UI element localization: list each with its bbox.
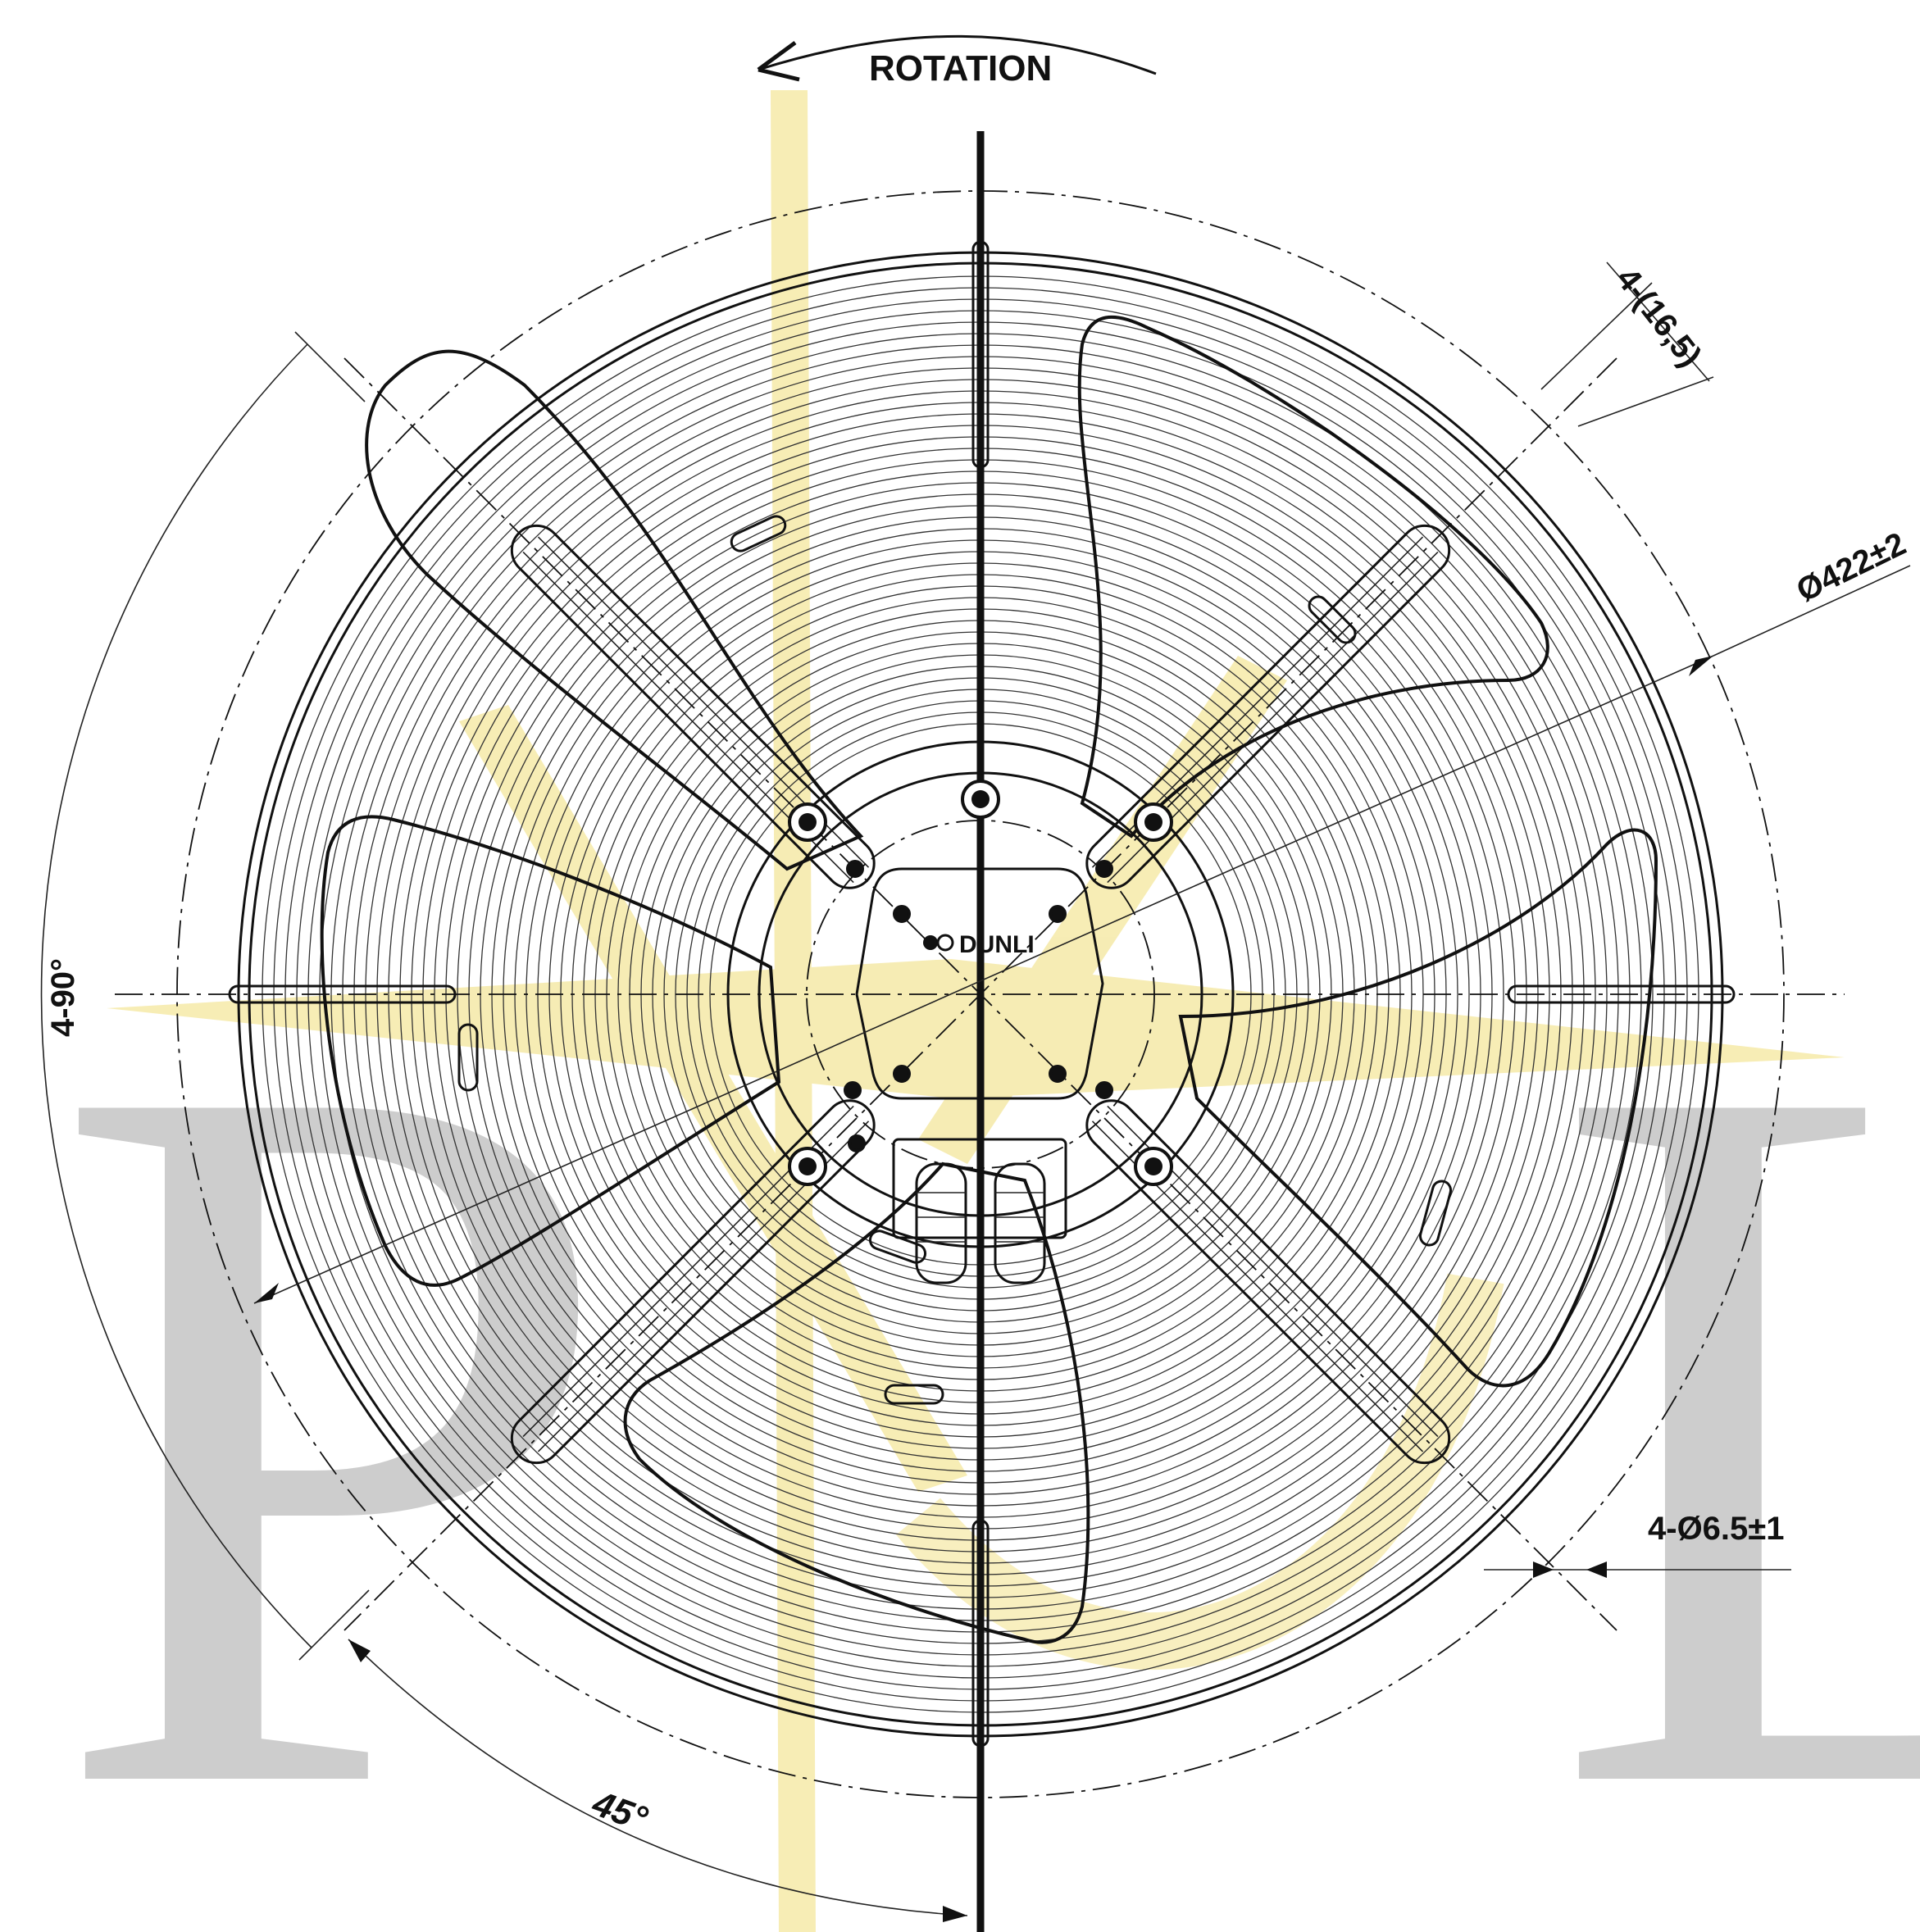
guard-tab-top	[971, 240, 990, 469]
bolt	[893, 1065, 911, 1083]
guard-tab-right	[1507, 984, 1736, 1004]
bolt	[846, 860, 864, 878]
brand-label: DUNLI	[959, 931, 1035, 958]
watermark: P L	[49, 90, 1920, 1932]
bolt	[844, 1081, 862, 1099]
slot-width-dimension: 4-(16,5)	[1540, 261, 1714, 427]
bolt	[1134, 802, 1173, 842]
bolt	[848, 1134, 866, 1152]
fan-blade-1	[365, 349, 864, 871]
bolt	[1134, 1147, 1173, 1186]
watermark-letter-right: L	[1549, 866, 1920, 1932]
fan-blade-4	[623, 1161, 1090, 1644]
fan-blade-2	[1077, 316, 1549, 839]
angle-count-dimension: 4-90°	[40, 331, 370, 1661]
hole-dimension: 4-Ø6.5±1	[1484, 1511, 1791, 1578]
bolt	[788, 802, 827, 842]
slot-width-label: 4-(16,5)	[1609, 261, 1708, 373]
rotation-label: ROTATION	[869, 48, 1052, 89]
bolt	[1049, 905, 1067, 923]
watermark-gold-arc	[896, 1273, 1504, 1670]
bolt-circle	[806, 820, 1155, 1169]
mounting-bolts	[788, 780, 1173, 1186]
bolt	[1049, 1065, 1067, 1083]
bolt	[1095, 1081, 1113, 1099]
motor-face-plate	[855, 867, 1104, 1100]
watermark-letter-left: P	[49, 866, 619, 1932]
motor-outer-ring	[726, 740, 1235, 1248]
brand-logo: DUNLI	[923, 931, 1035, 958]
rotation-arrow	[758, 34, 1157, 75]
brand-logo-icon	[923, 935, 938, 950]
terminal-box	[892, 1138, 1067, 1239]
motor-flange-ring	[758, 771, 1203, 1217]
watermark-gold-mark	[107, 90, 1845, 1932]
rotation-indicator: ROTATION	[757, 34, 1157, 94]
rotation-arrow-head	[757, 40, 800, 82]
fan-blade-3	[1178, 828, 1658, 1388]
bolt	[961, 780, 1000, 819]
cable-gland-right	[994, 1162, 1046, 1284]
fan-blades	[320, 316, 1658, 1644]
bolt	[1095, 860, 1113, 878]
guard-slots	[457, 515, 1453, 1405]
bolt	[893, 905, 911, 923]
motor-hub	[726, 740, 1235, 1284]
diameter-label: Ø422±2	[1791, 525, 1912, 609]
angle-count-label: 4-90°	[45, 958, 81, 1037]
cable-gland-left	[915, 1162, 967, 1284]
fan-blade-5	[320, 815, 781, 1287]
hole-label: 4-Ø6.5±1	[1648, 1511, 1784, 1547]
bolt	[788, 1147, 827, 1186]
guard-tab-bottom	[971, 1519, 990, 1748]
guard-tab-left	[228, 984, 457, 1004]
